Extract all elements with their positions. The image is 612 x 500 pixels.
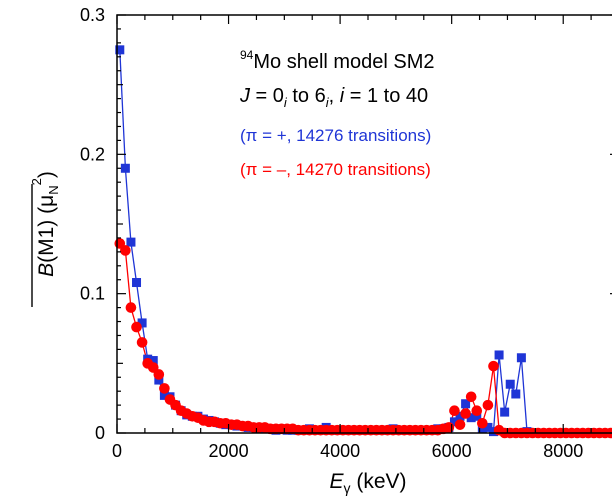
series-0-point	[511, 389, 521, 399]
annotation-sub-i2: i	[326, 95, 330, 110]
y-axis-title-unit-open: (μ	[35, 195, 58, 220]
series-1-point	[131, 321, 142, 333]
series-0-point	[132, 278, 142, 288]
annotation-range: = 1 to 40	[344, 85, 428, 107]
series-1-point	[460, 408, 471, 419]
y-axis-title-unit-sup: 2	[29, 178, 44, 185]
series-0-point	[455, 411, 465, 421]
series-0-point	[466, 413, 476, 423]
series-0-point	[449, 417, 459, 427]
series-1-point	[477, 417, 488, 429]
series-0-line	[119, 49, 612, 434]
series-0-point	[461, 399, 471, 409]
series-0-point	[120, 163, 130, 173]
series-0-point	[483, 422, 493, 432]
series-0-point	[159, 390, 169, 400]
series-1-point	[449, 405, 460, 417]
y-tick-label: 0	[95, 423, 105, 443]
plot-frame	[116, 14, 612, 434]
y-axis-title-rest: (M1)	[35, 220, 58, 263]
x-axis-title-main: E	[329, 470, 344, 493]
series-1-point	[125, 302, 137, 313]
annotation-line4: (π = –, 14270 transitions)	[240, 160, 431, 179]
series-0-point	[500, 407, 510, 417]
annotation-to: to 6	[287, 85, 326, 107]
x-tick-label: 0	[112, 441, 122, 461]
series-1-point	[159, 383, 170, 394]
series-0-point	[126, 237, 136, 247]
series-1-point	[488, 360, 499, 372]
annotation-line2: J = 0i to 6i, i = 1 to 40	[239, 85, 428, 110]
annotation-eq: = 0	[250, 85, 284, 107]
annotation-comma: ,	[329, 85, 340, 107]
series-0-point	[505, 379, 515, 389]
series-0-point	[137, 318, 147, 328]
x-tick-label: 6000	[432, 441, 472, 461]
y-axis-title-unit-close: )	[35, 171, 58, 178]
y-axis-title-unit-sub: N	[46, 185, 61, 194]
annotation-model-text: Mo shell model SM2	[253, 51, 434, 73]
series-0-point	[148, 356, 158, 366]
annotation-mass-number: 94	[240, 48, 254, 62]
y-axis-title: B(M1) (μN2)	[29, 171, 61, 277]
y-tick-label: 0.2	[80, 144, 105, 164]
series-1-point	[454, 419, 466, 430]
annotation-line1: 94Mo shell model SM2	[240, 48, 435, 73]
series-0-point	[472, 411, 482, 421]
series-1-line	[119, 243, 612, 434]
series-1-point	[443, 422, 455, 433]
annotation-j: J	[239, 85, 251, 107]
y-tick-label: 0.3	[80, 5, 105, 25]
annotation-i: i	[340, 85, 345, 107]
series-1-point	[482, 399, 494, 411]
series-0-point	[516, 353, 526, 363]
series-0-point	[489, 427, 498, 437]
x-tick-label: 4000	[320, 441, 360, 461]
x-tick-label: 8000	[543, 441, 583, 461]
series-1-point	[465, 391, 477, 403]
series-0-point	[477, 424, 487, 434]
series-1-point	[471, 405, 483, 417]
annotation-line3: (π = +, 14276 transitions)	[240, 126, 431, 145]
ticks-layer: 0 2000 4000 6000 8000 0 0.1 0.2 0.3	[80, 5, 612, 461]
series-0-point	[494, 350, 504, 360]
x-axis-title-unit: (keV)	[351, 470, 407, 493]
y-axis-title-main: B	[35, 263, 58, 277]
series-1-point	[120, 245, 131, 256]
series-0-point	[154, 375, 164, 385]
y-tick-label: 0.1	[80, 284, 105, 304]
series-1-point	[136, 337, 148, 348]
series-0-point	[115, 45, 125, 55]
x-axis-title: Eγ (keV)	[329, 470, 406, 496]
series-1-point	[153, 369, 165, 380]
x-tick-label: 2000	[209, 441, 249, 461]
annotation-sub-i1: i	[284, 95, 288, 110]
x-axis-title-sub: γ	[344, 480, 351, 496]
